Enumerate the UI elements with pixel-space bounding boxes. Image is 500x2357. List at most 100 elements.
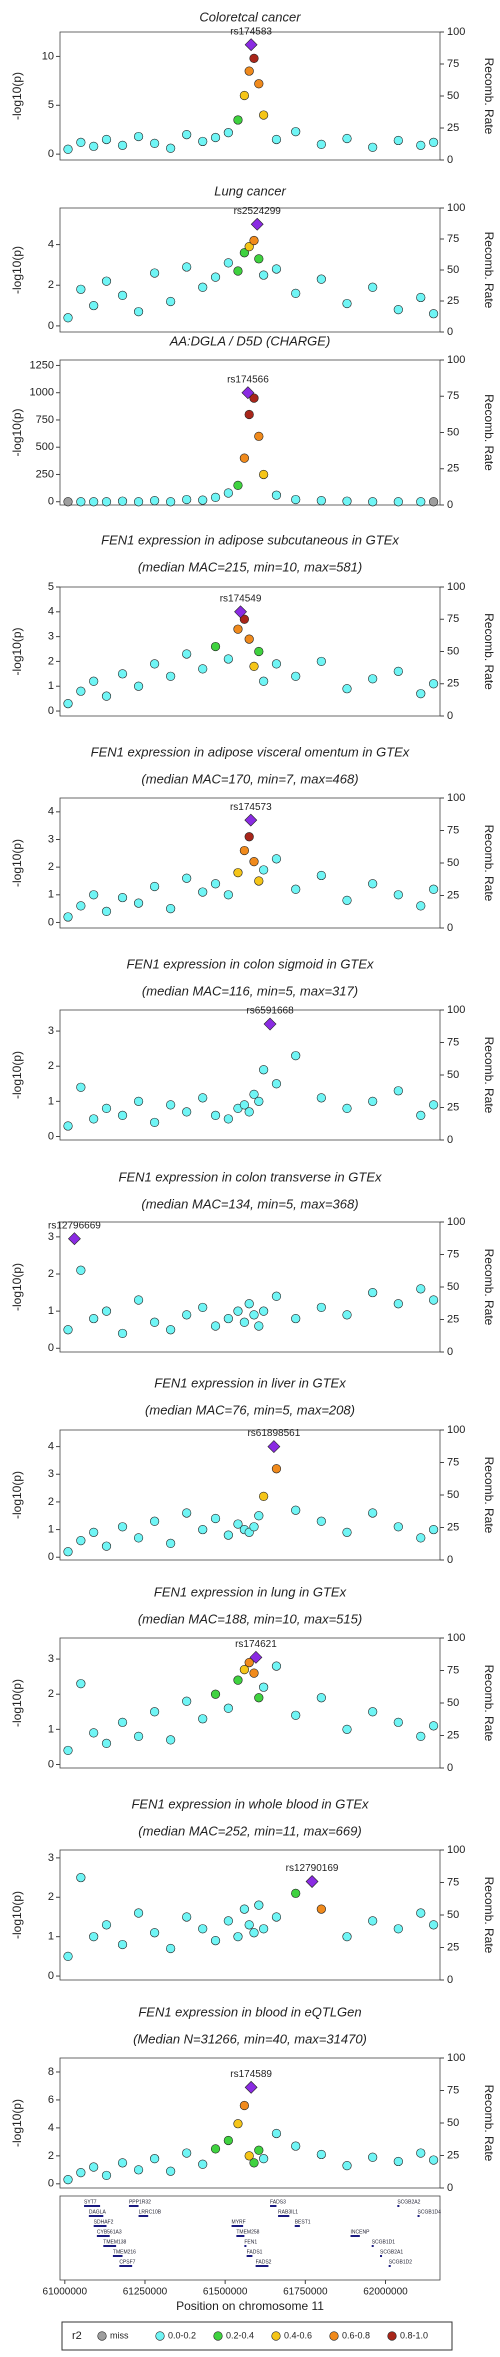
y2-axis-title: Recomb. Rate <box>482 1877 496 1954</box>
snp-point <box>291 1505 301 1515</box>
y-tick-label: 4 <box>48 2122 54 2134</box>
snp-point <box>149 268 160 278</box>
snp-point <box>249 1089 259 1099</box>
snp-point <box>101 906 112 917</box>
y2-axis-title: Recomb. Rate <box>482 1457 496 1534</box>
y-axis-title: -log10(p) <box>10 246 24 294</box>
y-axis-title: -log10(p) <box>10 839 24 887</box>
lead-snp <box>68 1232 81 1246</box>
y2-tick-label: 0 <box>447 326 453 338</box>
y2-tick-label: 0 <box>447 1134 453 1146</box>
snp-point <box>393 1522 403 1532</box>
snp-point <box>254 1900 264 1910</box>
snp-point <box>166 1325 176 1335</box>
snp-point <box>101 1920 112 1930</box>
snp-point <box>166 1100 176 1110</box>
snp-point <box>316 2149 326 2160</box>
snp-point <box>416 2148 426 2158</box>
snp-point <box>89 1728 99 1738</box>
snp-point <box>166 497 176 507</box>
lead-snp-label: rs174566 <box>227 374 269 385</box>
gene-label: DAGLA <box>89 2209 107 2215</box>
plot-frame <box>59 586 441 717</box>
y2-tick-label: 100 <box>447 354 465 366</box>
snp-point <box>149 2154 160 2164</box>
snp-point <box>249 235 259 246</box>
snp-point <box>149 1516 160 1526</box>
y-tick-label: 1 <box>48 1523 54 1535</box>
snp-point <box>316 1093 326 1103</box>
snp-point <box>101 497 112 507</box>
y2-tick-label: 100 <box>447 581 465 593</box>
y-tick-label: 0 <box>48 916 54 928</box>
legend-label: 0.6-0.8 <box>342 2330 370 2340</box>
snp-point <box>271 1291 282 1301</box>
snp-point <box>368 142 378 152</box>
snp-point <box>342 1310 352 1320</box>
y2-tick-label: 75 <box>447 2084 459 2096</box>
snp-point <box>316 1904 326 1914</box>
gene-label: FADS3 <box>270 2199 286 2205</box>
y2-axis-title: Recomb. Rate <box>482 394 496 471</box>
gene-label: SCGB2A2 <box>397 2199 420 2205</box>
snp-point <box>416 140 426 150</box>
gene-label: SCGB2A1 <box>380 2249 403 2255</box>
snp-point <box>342 895 352 905</box>
snp-point <box>259 676 269 686</box>
y-axis-title: -log10(p) <box>10 1471 24 1519</box>
snp-point <box>166 1943 176 1954</box>
y-tick-label: 3 <box>48 1231 54 1243</box>
snp-point <box>198 1714 208 1724</box>
snp-point <box>101 691 112 701</box>
snp-point <box>182 649 192 659</box>
snp-point <box>416 1533 426 1543</box>
snp-point <box>428 1524 439 1535</box>
panel-title: FEN1 expression in adipose subcutaneous … <box>101 532 399 547</box>
y-tick-label: 4 <box>48 806 54 818</box>
y-tick-label: 1 <box>48 1723 54 1735</box>
y-tick-label: 2 <box>48 1496 54 1508</box>
y-tick-label: 3 <box>48 631 54 643</box>
snp-point <box>428 1721 439 1731</box>
panel-title: AA:DGLA / D5D (CHARGE) <box>169 333 331 348</box>
y-tick-label: 2 <box>48 1268 54 1280</box>
y2-tick-label: 75 <box>447 1456 459 1468</box>
y2-tick-label: 75 <box>447 824 459 836</box>
gene-label: FADS1 <box>247 2249 263 2255</box>
snp-point <box>101 1306 112 1316</box>
snp-point <box>416 689 426 699</box>
y2-tick-label: 25 <box>447 1941 459 1953</box>
y-tick-label: 1 <box>48 1305 54 1317</box>
snp-point <box>223 1916 233 1926</box>
snp-point <box>149 496 160 506</box>
gene-track-frame <box>59 2195 441 2281</box>
snp-point <box>198 282 208 292</box>
snp-point <box>249 53 259 63</box>
snp-point <box>76 1082 86 1092</box>
y-tick-label: 750 <box>36 414 54 426</box>
plot-frame <box>59 1221 441 1353</box>
snp-point <box>63 1121 73 1131</box>
gene-label: BEST1 <box>295 2219 311 2225</box>
snp-point <box>76 284 86 294</box>
snp-point <box>223 654 233 664</box>
snp-point <box>244 1107 254 1117</box>
snp-point <box>182 1912 192 1922</box>
y-tick-label: 1 <box>48 889 54 901</box>
lead-snp <box>244 813 258 827</box>
snp-point <box>271 134 282 145</box>
legend-swatch <box>329 2331 339 2341</box>
snp-point <box>316 656 326 667</box>
y-tick-label: 2 <box>48 2150 54 2162</box>
snp-point <box>63 144 73 154</box>
lead-snp-label: rs6591668 <box>246 1006 294 1017</box>
y2-tick-label: 0 <box>447 1554 453 1566</box>
snp-point <box>259 1682 269 1692</box>
panel-subtitle: (median MAC=215, min=10, max=581) <box>138 559 362 574</box>
snp-point <box>254 254 264 264</box>
gene-label: LRRC10B <box>139 2209 162 2215</box>
snp-point <box>342 1103 352 1113</box>
snp-point <box>239 2100 249 2111</box>
y-axis-title: -log10(p) <box>10 72 24 120</box>
y-tick-label: 3 <box>48 1468 54 1480</box>
